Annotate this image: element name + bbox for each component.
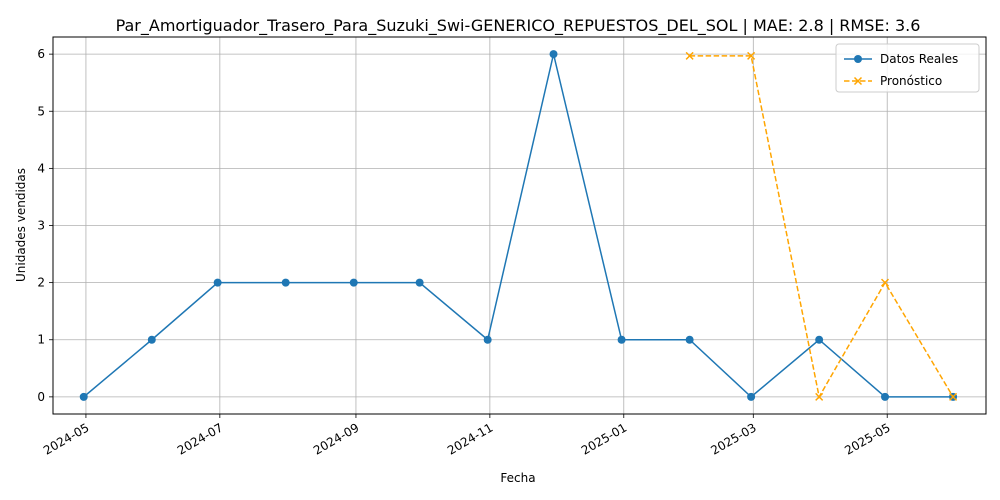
data-point <box>881 392 890 401</box>
legend-marker <box>854 55 862 63</box>
x-tick-label: 2024-07 <box>175 420 225 457</box>
data-point <box>549 50 558 59</box>
legend-marker <box>853 76 863 86</box>
chart-title: Par_Amortiguador_Trasero_Para_Suzuki_Swi… <box>116 16 921 36</box>
data-point <box>617 335 626 344</box>
y-axis: 0 1 2 3 4 5 6 <box>37 47 53 404</box>
y-tick-label: 5 <box>37 104 45 118</box>
data-point <box>213 278 222 287</box>
x-axis-label: Fecha <box>500 471 535 485</box>
x-tick-label: 2025-01 <box>579 420 629 457</box>
legend-label: Datos Reales <box>880 52 958 66</box>
y-tick-label: 1 <box>37 333 45 347</box>
data-point <box>815 392 824 401</box>
data-point <box>147 335 156 344</box>
grid-lines <box>53 37 986 414</box>
data-point <box>880 278 890 287</box>
series-layer <box>79 50 958 401</box>
data-point <box>685 51 694 60</box>
data-point <box>79 392 88 401</box>
data-point <box>815 335 824 344</box>
x-tick-label: 2024-11 <box>445 420 495 457</box>
series-1 <box>685 51 958 401</box>
legend-label: Pronóstico <box>880 74 942 88</box>
data-point <box>747 51 756 60</box>
x-tick-label: 2025-03 <box>708 420 758 457</box>
legend-box <box>835 43 980 93</box>
y-tick-label: 2 <box>37 276 45 290</box>
data-point <box>483 335 492 344</box>
data-point <box>281 278 290 287</box>
legend: Datos Reales Pronóstico <box>835 43 980 93</box>
y-axis-label: Unidades vendidas <box>14 168 28 282</box>
data-point <box>685 335 694 344</box>
x-tick-label: 2025-05 <box>842 420 892 457</box>
data-point <box>349 278 358 287</box>
data-point <box>747 392 756 401</box>
x-tick-label: 2024-05 <box>41 420 91 457</box>
data-point <box>415 278 424 287</box>
data-point <box>949 392 958 401</box>
y-tick-label: 3 <box>37 219 45 233</box>
series-line <box>689 55 954 399</box>
x-tick-label: 2024-09 <box>311 420 361 457</box>
x-axis: 2024-05 2024-07 2024-09 2024-11 2025-01 2025-… <box>41 414 893 458</box>
y-tick-label: 6 <box>37 47 45 61</box>
y-tick-label: 0 <box>37 390 45 404</box>
y-tick-label: 4 <box>37 161 45 175</box>
series-line <box>83 53 954 398</box>
